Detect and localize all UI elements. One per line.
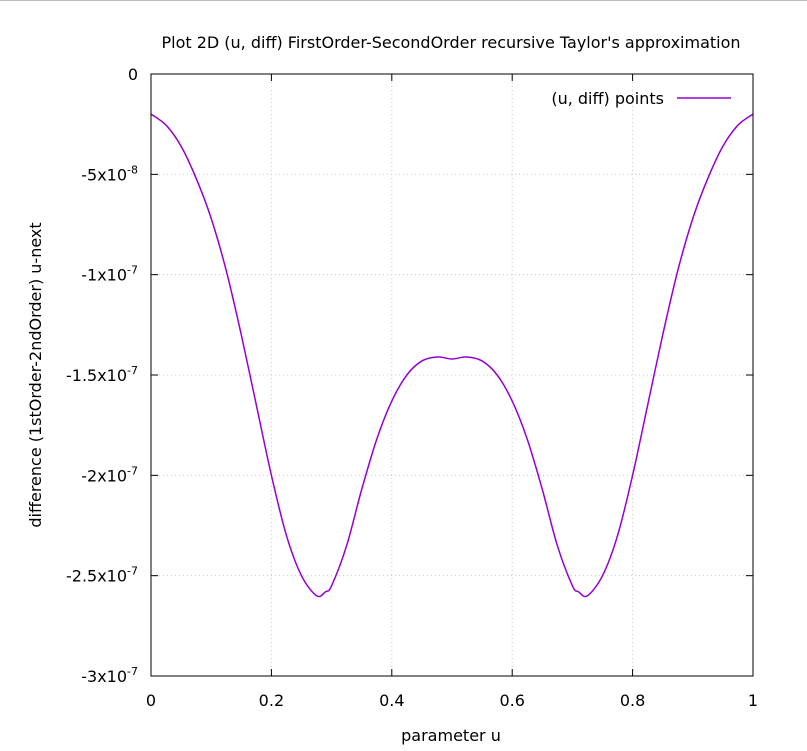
y-tick-label: -2x10-7 xyxy=(81,464,138,485)
plot-frame xyxy=(150,73,754,677)
x-tick-label: 0 xyxy=(146,691,156,710)
series-line xyxy=(150,113,754,598)
y-tick-label: -3x10-7 xyxy=(81,665,138,686)
y-tick-label: -5x10-8 xyxy=(81,163,138,184)
x-axis-label: parameter u xyxy=(401,726,501,745)
y-tick-label: -1x10-7 xyxy=(81,264,138,285)
x-tick-label: 0.6 xyxy=(499,691,524,710)
x-tick-label: 1 xyxy=(748,691,758,710)
x-tick-label: 0.8 xyxy=(620,691,645,710)
x-tick-label: 0.4 xyxy=(379,691,404,710)
y-tick-label: -1.5x10-7 xyxy=(66,364,138,385)
series-layer xyxy=(150,113,754,598)
y-tick-label: -2.5x10-7 xyxy=(66,565,138,586)
y-axis-label: difference (1stOrder-2ndOrder) u-next xyxy=(26,222,45,527)
legend-label: (u, diff) points xyxy=(551,89,664,108)
axis-ticks: 0 0.2 0.4 0.6 0.8 1 0 -5x10-8 -1x10-7 -1.5x10-7 -2… xyxy=(66,65,758,710)
grid-lines xyxy=(151,74,753,676)
chart-title: Plot 2D (u, diff) FirstOrder-SecondOrder… xyxy=(161,33,740,52)
x-tick-label: 0.2 xyxy=(259,691,284,710)
window-top-border xyxy=(0,0,807,1)
legend: (u, diff) points xyxy=(551,89,731,108)
y-tick-label: 0 xyxy=(128,65,138,84)
